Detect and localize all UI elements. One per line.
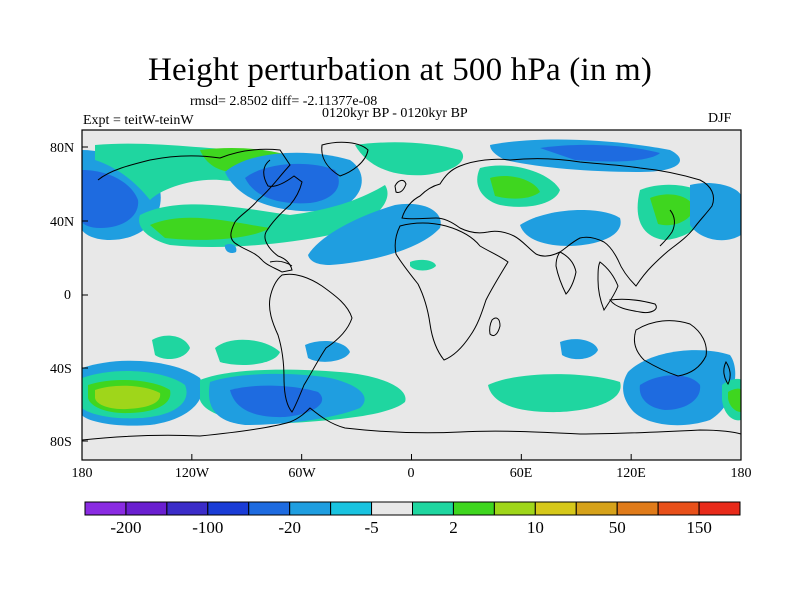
coastlines [82,141,741,441]
coastline-new-zealand [723,361,731,385]
coastline-southeast-asia [597,261,619,312]
colorbar-swatch [248,501,291,516]
colorbar-swatch [698,501,741,516]
colorbar-swatch [125,501,168,516]
colorbar [84,501,741,516]
contour-green-region [650,194,695,226]
contour-green-region [152,335,190,360]
contour-blue-region [245,163,339,204]
colorbar-swatch [616,501,659,516]
colorbar-label: 10 [526,518,544,537]
contour-blue-region [305,340,350,362]
contour-green-region [410,259,436,271]
lon-label-60e: 60E [509,466,533,481]
lat-label-0: 0 [64,288,71,303]
coastline-british-isles [394,179,407,193]
lon-label-180e: 180 [730,466,752,481]
contour-green-region [215,339,280,365]
lon-label-0: 0 [407,466,415,481]
lon-label-60w: 60W [288,466,316,481]
contour-green-region [728,388,741,412]
colorbar-label: -5 [364,518,379,537]
lon-label-120w: 120W [174,466,210,481]
contour-green-region [490,175,540,199]
contour-blue-region [230,385,323,418]
contour-blue-region [308,203,441,265]
colorbar-swatch [575,501,618,516]
contour-blue-region [639,375,701,410]
contour-green-region [355,142,464,176]
lat-label-80s: 80S [50,435,72,450]
coastline-antarctica [82,407,741,441]
colorbar-swatch [412,501,454,516]
contour-blue-region [82,170,139,228]
contour-blue-region [690,183,741,241]
lon-label-120e: 120E [616,466,646,481]
coastline-north-america [97,148,303,273]
lat-label-40n: 40N [50,215,75,230]
coastline-japan [659,209,675,247]
contour-green-region [488,374,621,413]
coastline-indonesia [609,298,657,313]
colorbar-swatch [330,501,373,516]
contour-blue-region [520,209,621,246]
experiment-label: Expt = teitW-teinW [83,113,194,128]
coastline-south-america [269,273,353,413]
lon-label-180w: 180 [71,466,93,481]
coastline-australia [633,320,707,377]
colorbar-swatch [166,501,209,516]
season-label: DJF [708,111,732,126]
colorbar-label: -200 [110,518,142,537]
colorbar-label: 2 [449,518,458,537]
colorbar-swatch [657,501,700,516]
period-text: 0120kyr BP - 0120kyr BP [322,106,468,121]
colorbar-swatch [534,501,577,516]
coastline-caribbean [269,260,293,267]
colorbar-swatch [207,501,250,516]
map-ticks [81,146,742,460]
colorbar-label: -100 [192,518,224,537]
colorbar-label: -20 [278,518,302,537]
lat-label-40s: 40S [50,362,72,377]
stats-text: rmsd= 2.8502 diff= -2.11377e-08 [190,94,378,109]
map-title: Height perturbation at 500 hPa (in m) [147,52,653,88]
coastline-madagascar [489,317,501,337]
colorbar-swatch [289,501,332,516]
colorbar-swatch [493,501,536,516]
colorbar-swatch [84,501,127,516]
colorbar-label: 50 [608,518,626,537]
contour-yellow-green-region [95,385,161,410]
coastline-africa [394,222,509,361]
colorbar-label: 150 [686,518,712,537]
colorbar-swatch [371,501,413,516]
contour-blue-region [540,144,660,162]
contour-blue-region [560,339,598,360]
lat-label-80n: 80N [50,141,75,156]
coastline-greenland [321,141,369,177]
contour-blue-region [224,243,237,254]
contour-fills [82,139,741,426]
contour-green-region [150,217,270,240]
colorbar-swatch [452,501,495,516]
coastline-india [555,251,577,295]
coastline-eurasia [401,158,714,287]
